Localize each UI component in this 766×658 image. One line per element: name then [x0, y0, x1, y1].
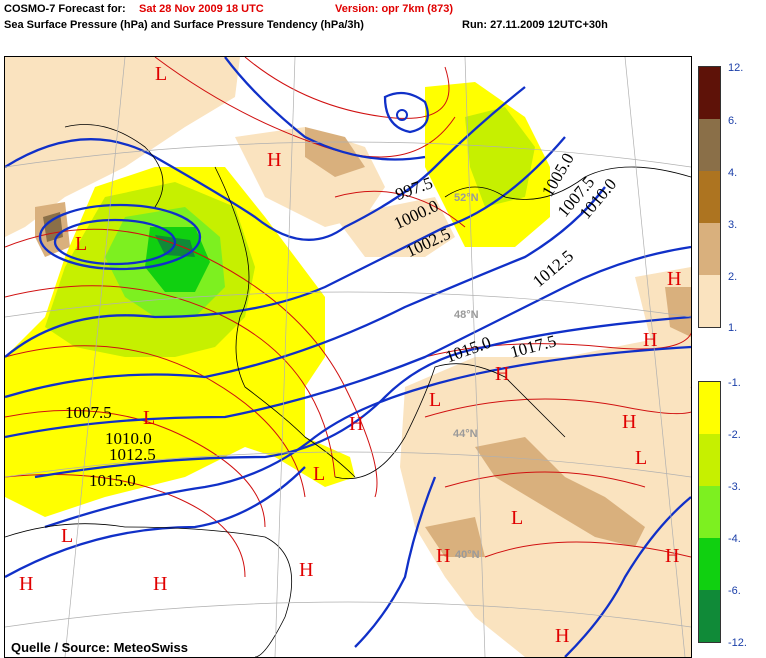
isobars: [5, 57, 691, 657]
legend-swatch: [699, 171, 720, 223]
pressure-center: L: [75, 233, 88, 255]
pressure-center: H: [555, 625, 570, 647]
legend-tick: -2.: [728, 429, 741, 441]
pressure-center: L: [61, 525, 74, 547]
pressure-fall-areas: [5, 82, 550, 517]
legend-tick: 6.: [728, 115, 738, 127]
pressure-center: L: [511, 507, 524, 529]
model-label: COSMO-7 Forecast for:: [4, 3, 126, 15]
legend-tick: -3.: [728, 481, 741, 493]
isobar-label: 1007.5: [65, 403, 112, 422]
pressure-center: H: [643, 329, 658, 351]
legend-swatch: [699, 382, 720, 434]
legend-swatch: [699, 119, 720, 171]
pressure-center: H: [436, 545, 451, 567]
legend-tick: 2.: [728, 271, 738, 283]
run-info: Run: 27.11.2009 12UTC+30h: [462, 19, 608, 31]
source-credit: Quelle / Source: MeteoSwiss: [11, 640, 188, 655]
latitude-label: 40°N: [455, 549, 480, 561]
legend-fall-scale: [698, 381, 721, 643]
fields-description: Sea Surface Pressure (hPa) and Surface P…: [4, 19, 364, 31]
isobar-label: 1012.5: [109, 445, 156, 464]
weather-map: 52°N 48°N 44°N 40°N 997.5 1000.0 1002.5 …: [4, 56, 692, 658]
legend-swatch: [699, 275, 720, 327]
pressure-center: L: [143, 407, 156, 429]
graticule: [5, 57, 691, 657]
isobar-label: 1015.0: [89, 471, 136, 490]
latitude-label: 44°N: [453, 428, 478, 440]
pressure-center: L: [429, 389, 442, 411]
latitude-label: 52°N: [454, 192, 479, 204]
legend-tick: 4.: [728, 167, 738, 179]
pressure-center: H: [495, 363, 510, 385]
latitude-label: 48°N: [454, 309, 479, 321]
legend-tick: -4.: [728, 533, 741, 545]
legend-tick: -6.: [728, 585, 741, 597]
map-graphics: [5, 57, 691, 657]
coastlines: [5, 124, 691, 657]
valid-time: Sat 28 Nov 2009 18 UTC: [139, 3, 264, 15]
pressure-center: H: [299, 559, 314, 581]
pressure-center: L: [313, 463, 326, 485]
pressure-center: H: [267, 149, 282, 171]
isobar-label: 1010.0: [105, 429, 152, 448]
pressure-center: H: [19, 573, 34, 595]
pressure-center: H: [665, 545, 680, 567]
legend-tick: 12.: [728, 62, 744, 74]
model-version: Version: opr 7km (873): [335, 3, 453, 15]
legend-rise-scale: [698, 66, 721, 328]
pressure-center: L: [635, 447, 648, 469]
legend-tick: 1.: [728, 322, 738, 334]
legend-swatch: [699, 538, 720, 590]
legend-tick: -12.: [728, 637, 747, 649]
pressure-center: H: [349, 413, 364, 435]
legend-swatch: [699, 67, 720, 119]
pressure-center: H: [153, 573, 168, 595]
pressure-center: L: [155, 63, 168, 85]
pressure-center: H: [667, 268, 682, 290]
pressure-center: H: [622, 411, 637, 433]
legend-tick: 3.: [728, 219, 738, 231]
legend-swatch: [699, 486, 720, 538]
legend-swatch: [699, 590, 720, 642]
legend-swatch: [699, 434, 720, 486]
legend-tick: -1.: [728, 377, 741, 389]
legend-swatch: [699, 223, 720, 275]
